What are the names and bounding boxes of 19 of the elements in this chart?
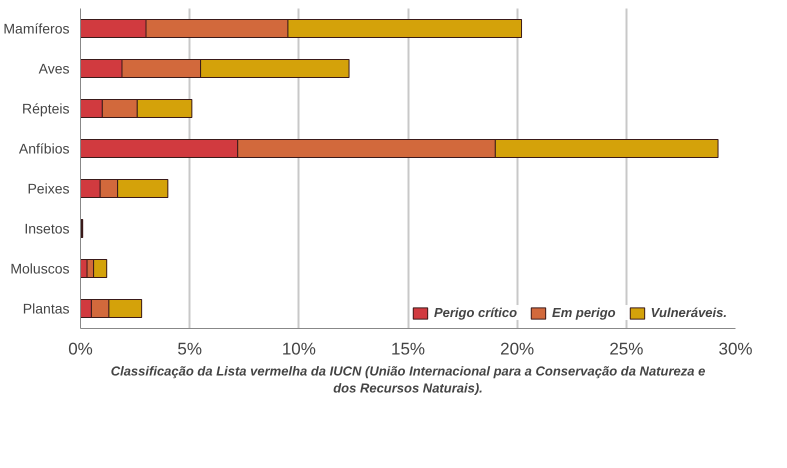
x-tick-label: 25% — [609, 340, 644, 358]
x-tick-label: 0% — [68, 340, 93, 358]
x-tick-label: 20% — [500, 340, 534, 358]
legend-label: Perigo crítico — [434, 305, 518, 320]
y-tick-label: Plantas — [22, 300, 70, 316]
y-tick-label: Moluscos — [10, 260, 70, 276]
text: Classificação da Lista vermelha da IUCN (União Internacional para a Conservação da Natureza e dos Recursos Naturais). — [110, 364, 706, 396]
x-tick-label: 5% — [177, 340, 202, 358]
y-tick-label: Répteis — [22, 100, 70, 116]
y-tick-label: Insetos — [24, 220, 70, 236]
x-tick-label: 10% — [282, 340, 316, 358]
legend-label: Em perigo — [552, 305, 616, 320]
y-tick-label: Aves — [38, 60, 70, 76]
x-tick-label: 30% — [718, 340, 753, 358]
legend-label: Vulneráveis. — [650, 305, 727, 320]
x-tick-label: 15% — [390, 340, 426, 358]
y-tick-label: Anfíbios — [18, 140, 70, 156]
y-tick-label: Mamíferos — [3, 20, 70, 36]
y-tick-label: Peixes — [27, 180, 70, 196]
